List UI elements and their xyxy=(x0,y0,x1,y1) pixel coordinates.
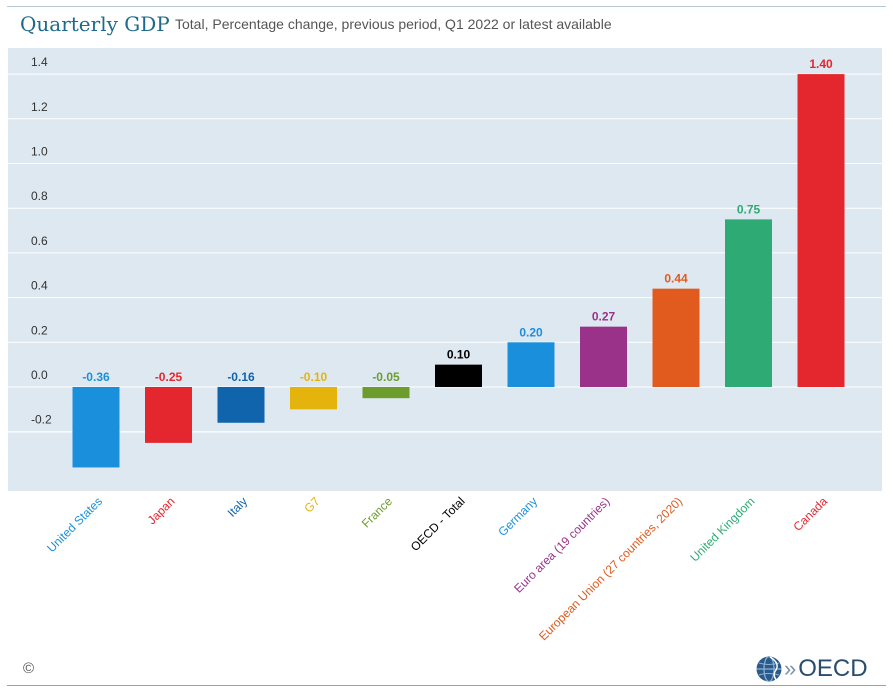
bar[interactable] xyxy=(507,342,555,387)
bar[interactable] xyxy=(652,288,700,387)
y-tick-label: 1.0 xyxy=(31,145,48,159)
y-tick-label: 0.2 xyxy=(31,323,48,337)
x-tick-label: Japan xyxy=(145,494,178,527)
y-tick-label: 0.0 xyxy=(31,368,48,382)
oecd-logo[interactable]: » OECD xyxy=(755,655,868,683)
bar[interactable] xyxy=(362,387,410,399)
x-tick-label: Germany xyxy=(495,494,540,539)
data-label: -0.25 xyxy=(155,370,183,384)
data-label: -0.10 xyxy=(300,370,328,384)
logo-chevrons: » xyxy=(784,656,797,681)
data-label: 0.44 xyxy=(664,272,688,286)
y-tick-label: 0.6 xyxy=(31,234,48,248)
data-label: -0.05 xyxy=(372,370,400,384)
y-tick-label: 1.4 xyxy=(31,55,48,69)
y-tick-label: 1.2 xyxy=(31,100,48,114)
bar[interactable] xyxy=(435,364,482,387)
frame-bottom-line xyxy=(7,685,886,686)
x-tick-label: Italy xyxy=(225,494,250,519)
bar[interactable] xyxy=(290,387,337,410)
chart-subtitle: Total, Percentage change, previous perio… xyxy=(175,16,612,32)
copyright-symbol[interactable]: © xyxy=(23,660,35,677)
globe-icon xyxy=(756,655,782,683)
data-label: 1.40 xyxy=(809,57,833,71)
frame-top-line xyxy=(7,6,886,7)
y-tick-label: -0.2 xyxy=(31,413,52,427)
data-label: 0.20 xyxy=(519,325,543,339)
bar[interactable] xyxy=(580,326,627,387)
data-label: -0.36 xyxy=(82,370,110,384)
y-tick-label: 0.8 xyxy=(31,189,48,203)
x-tick-label: European Union (27 countries, 2020) xyxy=(536,494,685,643)
data-label: 0.10 xyxy=(447,348,471,362)
bar[interactable] xyxy=(145,387,192,443)
bar[interactable] xyxy=(217,387,265,423)
x-tick-label: United Kingdom xyxy=(687,494,757,564)
chart-title: Quarterly GDP xyxy=(20,12,170,36)
x-tick-label: G7 xyxy=(301,494,322,515)
bar[interactable] xyxy=(72,387,120,468)
data-label: -0.16 xyxy=(227,370,255,384)
data-label: 0.75 xyxy=(737,202,761,216)
bar[interactable] xyxy=(797,74,845,387)
bar[interactable] xyxy=(725,219,772,387)
data-label: 0.27 xyxy=(592,310,616,324)
x-tick-label: Canada xyxy=(790,494,830,534)
y-tick-label: 0.4 xyxy=(31,279,48,293)
x-tick-label: OECD - Total xyxy=(408,494,468,554)
x-tick-label: United States xyxy=(44,494,105,555)
logo-text: OECD xyxy=(798,655,868,682)
x-tick-label: France xyxy=(359,494,396,531)
